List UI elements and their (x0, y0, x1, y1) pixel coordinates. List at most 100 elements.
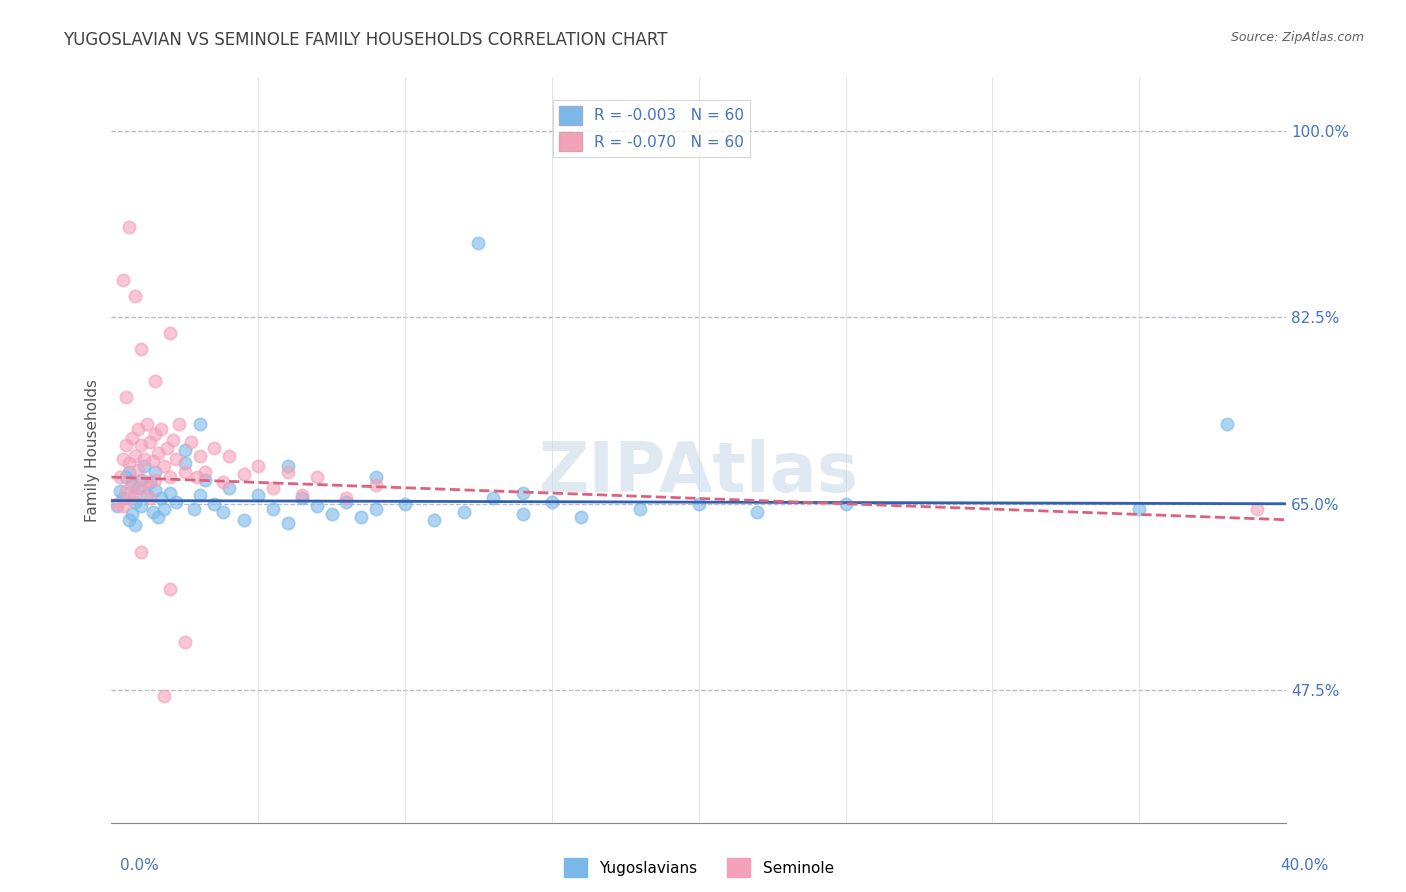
Y-axis label: Family Households: Family Households (86, 379, 100, 522)
Point (159, 582, 181, 596)
Point (423, 513, 446, 527)
Point (394, 497, 416, 511)
Point (194, 465, 217, 479)
Point (118, 491, 141, 506)
Point (569, 509, 592, 524)
Point (364, 477, 387, 491)
Point (132, 459, 155, 474)
Point (150, 422, 173, 436)
Point (145, 374, 167, 388)
Point (232, 513, 254, 527)
Point (118, 465, 141, 479)
Point (188, 417, 211, 431)
Point (148, 445, 170, 459)
Text: 0.0%: 0.0% (120, 858, 159, 872)
Point (173, 635, 195, 649)
Point (115, 470, 138, 484)
Point (218, 481, 240, 495)
Point (321, 508, 343, 522)
Point (180, 434, 202, 449)
Point (247, 488, 270, 502)
Point (467, 235, 489, 250)
Point (212, 505, 235, 519)
Point (145, 473, 167, 487)
Point (1128, 502, 1150, 516)
Point (186, 470, 208, 484)
Point (364, 502, 387, 516)
Point (145, 483, 167, 497)
Point (262, 481, 284, 495)
Point (121, 431, 143, 445)
Point (105, 497, 128, 511)
Point (512, 508, 534, 522)
Point (202, 442, 225, 456)
Point (153, 502, 176, 516)
Point (129, 481, 152, 495)
Point (173, 465, 195, 479)
Point (127, 463, 149, 477)
Point (138, 434, 160, 449)
Point (159, 470, 181, 484)
Text: YUGOSLAVIAN VS SEMINOLE FAMILY HOUSEHOLDS CORRELATION CHART: YUGOSLAVIAN VS SEMINOLE FAMILY HOUSEHOLD… (63, 31, 668, 49)
Point (156, 442, 179, 456)
Point (118, 513, 141, 527)
Point (145, 465, 167, 479)
Point (277, 459, 299, 474)
Point (129, 438, 152, 452)
Point (305, 499, 328, 513)
Point (291, 488, 314, 502)
Point (124, 494, 146, 508)
Point (173, 443, 195, 458)
Point (138, 491, 160, 506)
Point (162, 433, 184, 447)
Point (112, 452, 135, 467)
Point (105, 499, 128, 513)
Point (159, 326, 181, 341)
Point (277, 465, 299, 479)
Point (118, 219, 141, 234)
Point (688, 497, 710, 511)
Point (124, 289, 146, 303)
Point (110, 483, 132, 498)
Point (148, 509, 170, 524)
Point (747, 505, 769, 519)
Point (121, 477, 143, 491)
Point (112, 491, 135, 506)
Point (124, 449, 146, 463)
Point (115, 390, 138, 404)
Point (834, 497, 856, 511)
Point (153, 689, 176, 703)
Legend: R = -0.003   N = 60, R = -0.070   N = 60: R = -0.003 N = 60, R = -0.070 N = 60 (553, 100, 751, 157)
Point (145, 427, 167, 442)
Point (232, 467, 254, 481)
Point (165, 494, 187, 508)
Text: 40.0%: 40.0% (1281, 858, 1329, 872)
Point (118, 456, 141, 470)
Point (212, 475, 235, 490)
Text: ZIPAtlas: ZIPAtlas (538, 440, 859, 507)
Point (153, 459, 176, 474)
Point (135, 475, 157, 490)
Point (350, 509, 373, 524)
Point (129, 499, 152, 513)
Point (1246, 502, 1268, 516)
Point (291, 491, 314, 506)
Point (135, 417, 157, 431)
Point (262, 502, 284, 516)
Point (112, 499, 135, 513)
Point (135, 488, 157, 502)
Point (188, 449, 211, 463)
Point (335, 494, 357, 508)
Point (188, 488, 211, 502)
Point (165, 452, 187, 467)
Point (121, 475, 143, 490)
Point (453, 505, 475, 519)
Point (335, 491, 357, 506)
Point (173, 456, 195, 470)
Point (141, 505, 163, 519)
Point (364, 470, 387, 484)
Point (482, 491, 505, 506)
Point (512, 486, 534, 500)
Point (124, 518, 146, 533)
Point (127, 481, 149, 495)
